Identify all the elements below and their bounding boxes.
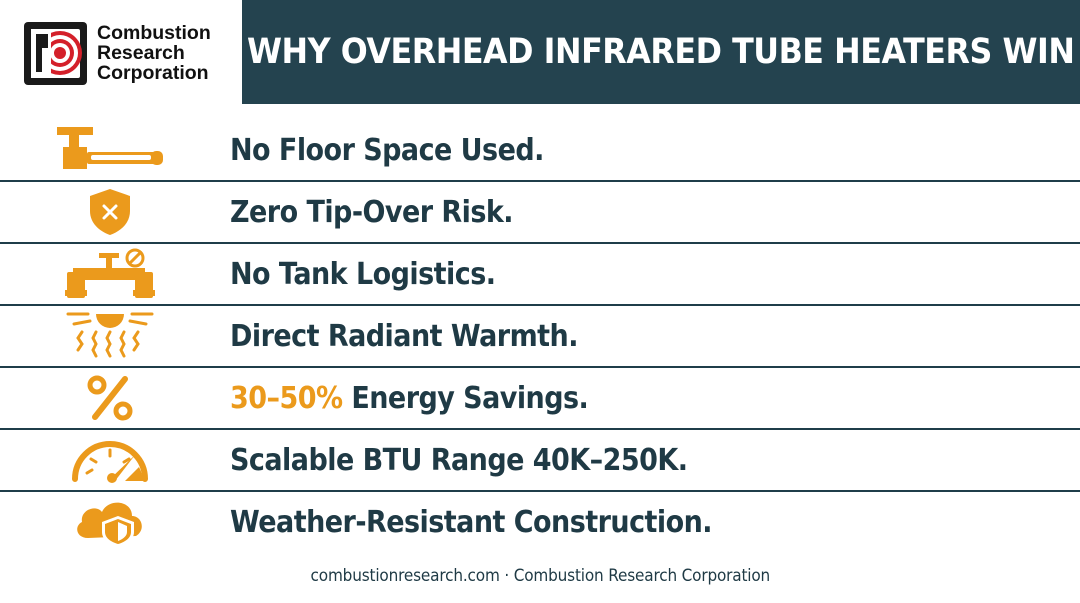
- brand-line-1: Combustion: [97, 22, 211, 44]
- brand-logo: Combustion Research Corporation: [24, 20, 234, 86]
- pipe-no-tank-icon: [55, 248, 165, 300]
- feature-row-tank: No Tank Logistics.: [0, 244, 1080, 306]
- gauge-icon: [55, 434, 165, 486]
- brand-line-3: Corporation: [97, 62, 209, 84]
- feature-row-radiant: Direct Radiant Warmth.: [0, 306, 1080, 368]
- feature-row-btu: Scalable BTU Range 40K–250K.: [0, 430, 1080, 492]
- feature-row-energy: 30–50% Energy Savings.: [0, 368, 1080, 430]
- feature-label: No Tank Logistics.: [230, 256, 496, 292]
- shield-x-icon: [55, 186, 165, 238]
- feature-row-weather: Weather-Resistant Construction.: [0, 492, 1080, 558]
- feature-label: Direct Radiant Warmth.: [230, 318, 578, 354]
- crc-logo-icon: [24, 21, 87, 85]
- feature-label: 30–50% Energy Savings.: [230, 368, 589, 428]
- feature-label: No Floor Space Used.: [230, 132, 544, 168]
- brand-name: Combustion Research Corporation: [97, 23, 211, 83]
- savings-text: Energy Savings.: [342, 380, 589, 416]
- feature-label: Weather-Resistant Construction.: [230, 504, 713, 540]
- cloud-shield-icon: [55, 496, 165, 548]
- feature-label: Zero Tip-Over Risk.: [230, 194, 514, 230]
- ceiling-tube-heater-icon: [55, 124, 165, 176]
- percent-icon: [55, 372, 165, 424]
- feature-row-tip-over: Zero Tip-Over Risk.: [0, 182, 1080, 244]
- footer: combustionresearch.com · Combustion Rese…: [0, 566, 1080, 586]
- feature-label: Scalable BTU Range 40K–250K.: [230, 442, 688, 478]
- feature-row-floor-space: No Floor Space Used.: [0, 120, 1080, 182]
- footer-text: combustionresearch.com · Combustion Rese…: [310, 566, 770, 586]
- feature-list: No Floor Space Used. Zero Tip-Over Risk.: [0, 120, 1080, 558]
- savings-highlight: 30–50%: [230, 380, 343, 416]
- radiant-sun-icon: [55, 310, 165, 362]
- brand-line-2: Research: [97, 42, 185, 64]
- title-banner: WHY OVERHEAD INFRARED TUBE HEATERS WIN: [242, 0, 1080, 104]
- page-title: WHY OVERHEAD INFRARED TUBE HEATERS WIN: [247, 32, 1075, 72]
